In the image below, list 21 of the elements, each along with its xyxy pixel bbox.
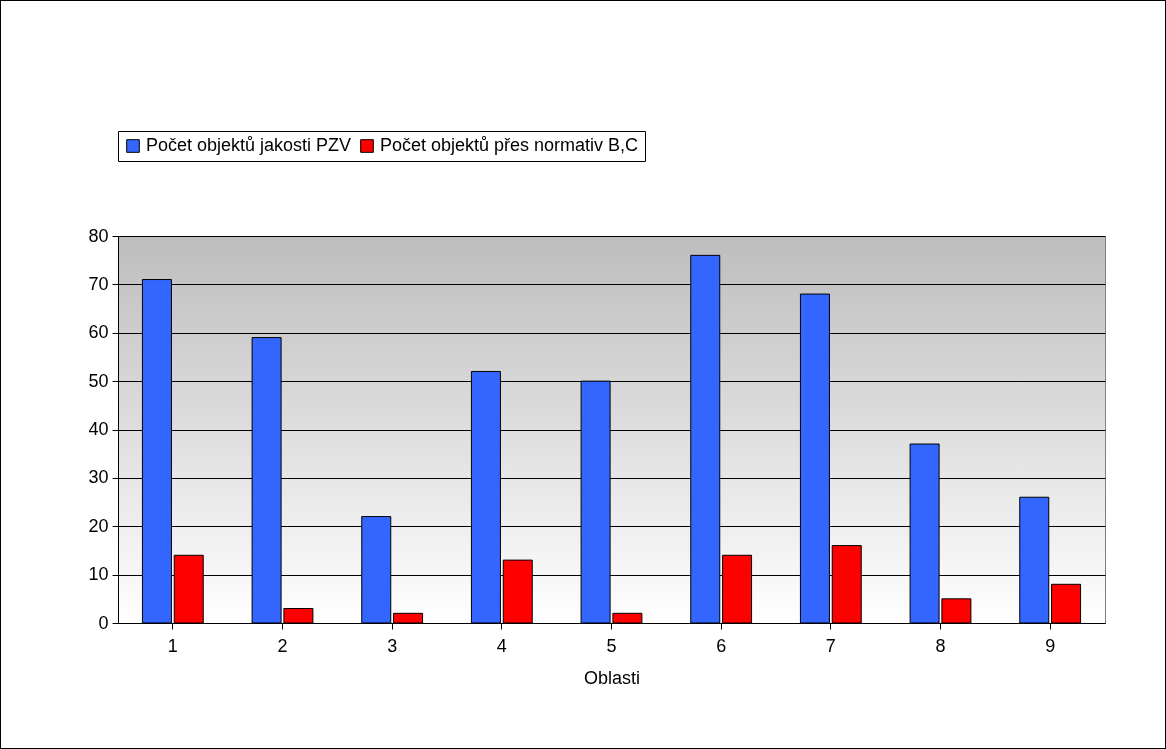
y-tick-label: 70 — [88, 273, 109, 294]
legend-label: Počet objektů přes normativ B,C — [380, 135, 639, 155]
x-tick-label: 4 — [496, 635, 507, 656]
x-tick-label: 5 — [606, 635, 617, 656]
x-tick-label: 9 — [1045, 635, 1056, 656]
y-tick-label: 60 — [88, 322, 109, 343]
x-tick-label: 2 — [277, 635, 288, 656]
x-tick-label: 8 — [935, 635, 946, 656]
x-tick-label: 7 — [825, 635, 836, 656]
y-tick-label: 0 — [98, 612, 109, 633]
legend-label: Počet objektů jakosti PZV — [146, 135, 352, 155]
y-tick-label: 40 — [88, 419, 109, 439]
x-tick-label: 6 — [716, 635, 727, 656]
x-tick-label: 3 — [387, 635, 398, 656]
y-tick-label: 10 — [88, 564, 109, 585]
y-tick-label: 50 — [88, 370, 109, 391]
y-tick-label: 80 — [88, 225, 109, 246]
y-tick-label: 30 — [88, 467, 109, 488]
x-tick-label: 1 — [167, 635, 178, 656]
x-axis-title: Oblasti — [583, 667, 641, 688]
y-tick-label: 20 — [88, 515, 109, 536]
